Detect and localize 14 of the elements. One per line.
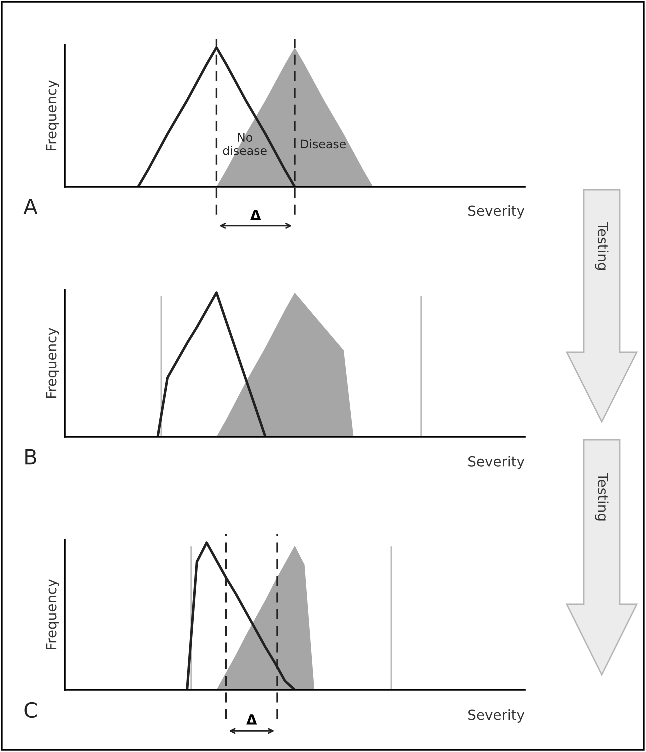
text: Testing: [595, 222, 609, 270]
text: Δ: [250, 210, 262, 220]
text: Testing: [595, 473, 609, 521]
text: Δ: [246, 714, 258, 725]
x-axis-title: Severity: [468, 205, 525, 219]
y-axis-title: Frequency: [46, 80, 60, 151]
series-label: Disease: [301, 140, 346, 149]
y-axis-title: Frequency: [46, 328, 60, 398]
text: C: [24, 702, 38, 718]
y-axis-title: Frequency: [46, 580, 60, 650]
text: B: [26, 449, 36, 465]
x-axis-title: Severity: [468, 456, 525, 470]
x-axis-title: Severity: [468, 710, 525, 723]
text: A: [24, 199, 38, 214]
